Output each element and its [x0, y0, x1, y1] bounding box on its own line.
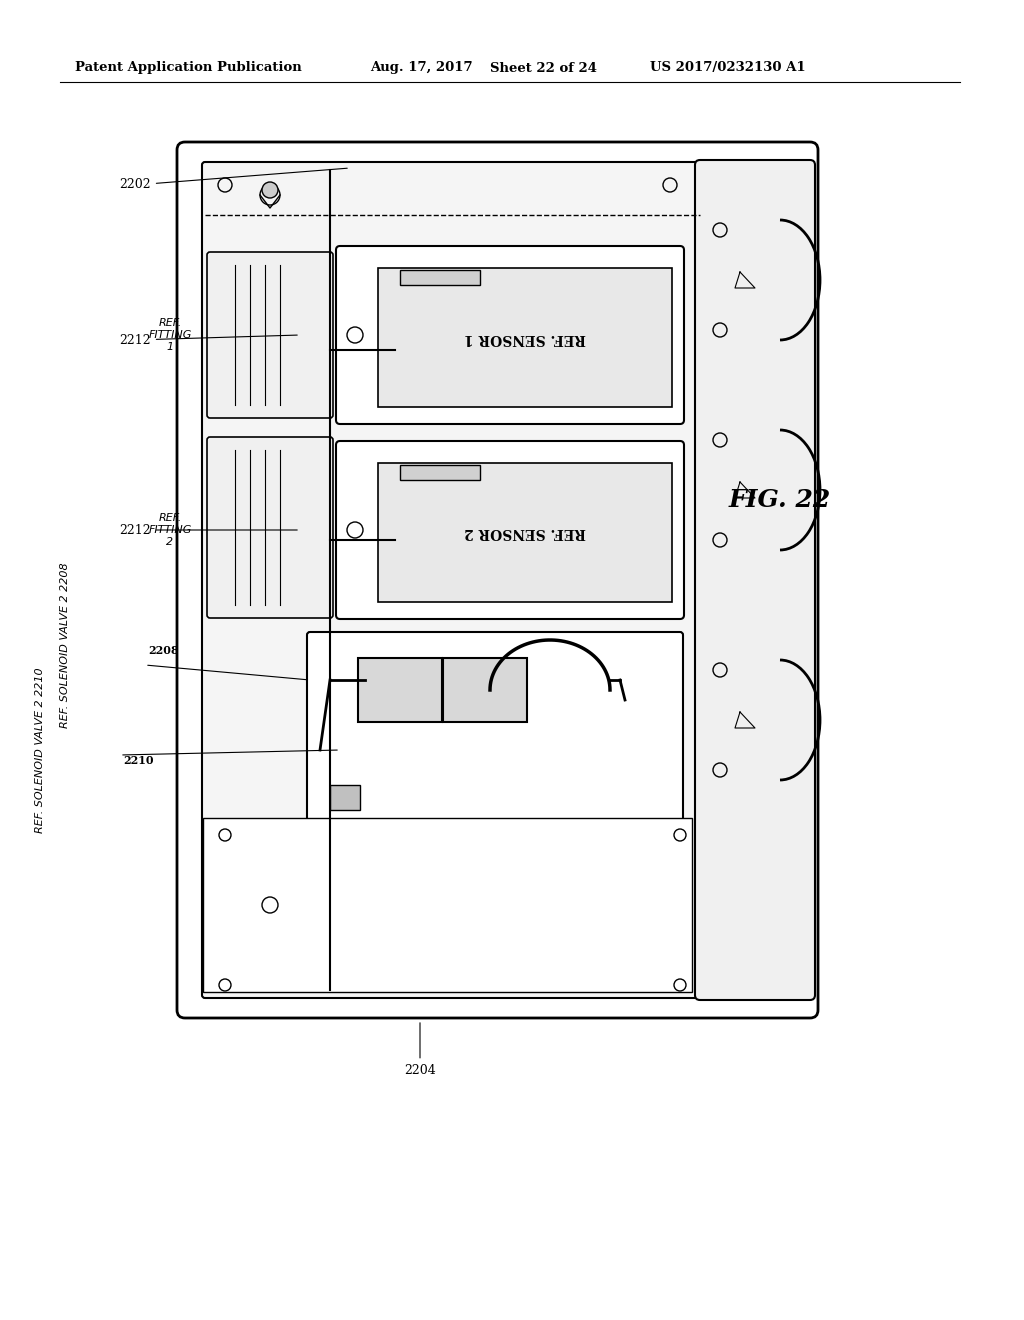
Text: Sheet 22 of 24: Sheet 22 of 24 — [490, 62, 597, 74]
Text: FIG. 22: FIG. 22 — [729, 488, 831, 512]
FancyBboxPatch shape — [378, 463, 672, 602]
Text: Patent Application Publication: Patent Application Publication — [75, 62, 302, 74]
Text: 2208: 2208 — [148, 644, 178, 656]
Text: REF. SENSOR 2: REF. SENSOR 2 — [464, 525, 586, 540]
FancyBboxPatch shape — [207, 437, 333, 618]
Text: REF. SOLENOID VALVE 2 2210: REF. SOLENOID VALVE 2 2210 — [35, 667, 45, 833]
Bar — [400, 271, 480, 285]
Text: US 2017/0232130 A1: US 2017/0232130 A1 — [650, 62, 806, 74]
FancyBboxPatch shape — [378, 268, 672, 407]
FancyBboxPatch shape — [336, 441, 684, 619]
FancyBboxPatch shape — [358, 657, 442, 722]
Text: REF.
FITTING
2: REF. FITTING 2 — [148, 513, 191, 546]
FancyBboxPatch shape — [207, 252, 333, 418]
FancyBboxPatch shape — [336, 246, 684, 424]
Text: 2204: 2204 — [404, 1023, 436, 1077]
Circle shape — [262, 182, 278, 198]
FancyBboxPatch shape — [177, 143, 818, 1018]
Bar — [330, 785, 360, 810]
FancyBboxPatch shape — [695, 160, 815, 1001]
FancyBboxPatch shape — [203, 818, 692, 993]
Text: REF. SENSOR 1: REF. SENSOR 1 — [464, 330, 586, 345]
FancyBboxPatch shape — [202, 162, 703, 998]
Text: 2212: 2212 — [119, 524, 297, 536]
Bar — [400, 465, 480, 480]
FancyBboxPatch shape — [443, 657, 527, 722]
Text: Aug. 17, 2017: Aug. 17, 2017 — [370, 62, 473, 74]
Text: 2212: 2212 — [119, 334, 297, 346]
Text: 2210: 2210 — [123, 755, 154, 766]
Text: REF.
FITTING
1: REF. FITTING 1 — [148, 318, 191, 351]
Text: REF. SOLENOID VALVE 2 2208: REF. SOLENOID VALVE 2 2208 — [60, 562, 70, 727]
FancyBboxPatch shape — [307, 632, 683, 822]
Text: 2202: 2202 — [119, 168, 347, 191]
